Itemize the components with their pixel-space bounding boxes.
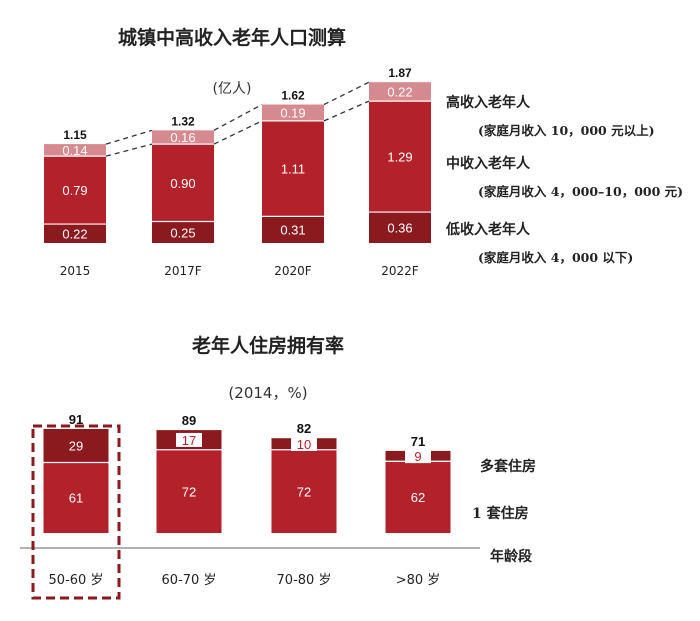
x-tick-label: 2015	[60, 264, 91, 278]
segment-label: 62	[411, 490, 425, 505]
bar-segment	[44, 224, 106, 243]
highlight-box	[31, 424, 121, 600]
bar-segment	[43, 428, 109, 463]
bar-segment	[262, 104, 324, 121]
segment-label: 0.14	[62, 143, 87, 158]
bar-total-label: 89	[182, 413, 196, 428]
segment-label: 0.16	[170, 130, 195, 145]
segment-label: 72	[297, 484, 311, 499]
segment-label: 0.31	[280, 223, 305, 238]
x-tick-label: >80 岁	[396, 573, 441, 588]
bar-segment	[369, 212, 431, 243]
chart2-title: 老年人住房拥有率	[192, 334, 344, 357]
chart1-title: 城镇中高收入老年人口测算	[118, 26, 346, 49]
segment-label: 0.22	[62, 227, 87, 242]
segment-label: 0.22	[387, 85, 412, 100]
segment-label: 17	[182, 433, 196, 448]
chart2-xlabel: 年龄段	[490, 548, 532, 565]
legend-note: (家庭月收入 10，000 元以上)	[478, 123, 655, 138]
chart1-unit: (亿人)	[213, 81, 252, 97]
x-tick-label: 2022F	[381, 264, 419, 278]
bar-segment	[152, 221, 214, 243]
bar-segment	[152, 144, 214, 222]
dashed-connector	[105, 129, 153, 145]
dashed-connector	[105, 143, 153, 157]
legend-entry: 多套住房	[480, 458, 536, 475]
segment-label-bg	[176, 432, 202, 447]
segment-label: 0.25	[170, 225, 195, 240]
legend-note: (家庭月收入 4，000–10，000 元)	[478, 184, 683, 199]
segment-label: 72	[182, 484, 196, 499]
bar-segment	[44, 156, 106, 225]
legend-entry: 高收入老年人	[446, 94, 531, 111]
bar-segment	[271, 449, 337, 533]
x-tick-label: 70-80 岁	[277, 573, 332, 588]
legend-entry: 低收入老年人	[445, 221, 531, 238]
bar-segment	[369, 82, 431, 102]
bar-total-label: 71	[411, 434, 425, 449]
segment-label-bg	[405, 449, 431, 464]
bar-segment	[44, 144, 106, 157]
dashed-connector	[213, 120, 263, 145]
bar-total-label: 1.32	[171, 114, 195, 128]
segment-label: 0.90	[170, 176, 195, 191]
bar-total-label: 82	[297, 421, 311, 436]
bar-total-label: 1.87	[388, 66, 412, 80]
dashed-connector	[323, 81, 370, 106]
x-tick-label: 50-60 岁	[49, 573, 104, 588]
bar-total-label: 1.15	[63, 128, 87, 142]
bar-segment	[152, 130, 214, 145]
chart1-plot: 0.22 0.79 0.141.15 2015 0.25 0.90 0.16 1.32 2017…	[44, 66, 683, 278]
bar-segment	[262, 216, 324, 243]
segment-label: 10	[297, 437, 311, 452]
x-tick-label: 2017F	[164, 264, 202, 278]
dashed-connector	[323, 100, 370, 122]
bar-segment	[156, 449, 222, 533]
bar-segment	[385, 461, 451, 533]
segment-label: 29	[69, 439, 83, 454]
segment-label: 9	[414, 449, 421, 464]
segment-label: 1.11	[281, 162, 305, 177]
dashed-connector	[213, 103, 263, 131]
bar-total-label: 1.62	[281, 89, 305, 103]
x-tick-label: 60-70 岁	[162, 573, 217, 588]
segment-label: 0.79	[62, 183, 87, 198]
bar-segment	[369, 101, 431, 213]
legend-entry: 1 套住房	[472, 505, 529, 522]
bar-segment	[262, 120, 324, 217]
bar-segment	[43, 462, 109, 533]
segment-label: 61	[69, 491, 83, 506]
segment-label: 0.36	[387, 221, 412, 236]
bar-total-label: 91	[69, 412, 83, 427]
segment-label-bg	[291, 436, 317, 451]
segment-label: 0.19	[280, 106, 305, 121]
legend-note: (家庭月收入 4，000 以下)	[478, 250, 633, 265]
x-tick-label: 2020F	[274, 264, 312, 278]
segment-label: 1.29	[387, 150, 412, 165]
chart2-unit: (2014，%)	[228, 384, 307, 402]
legend-entry: 中收入老年人	[446, 155, 531, 172]
